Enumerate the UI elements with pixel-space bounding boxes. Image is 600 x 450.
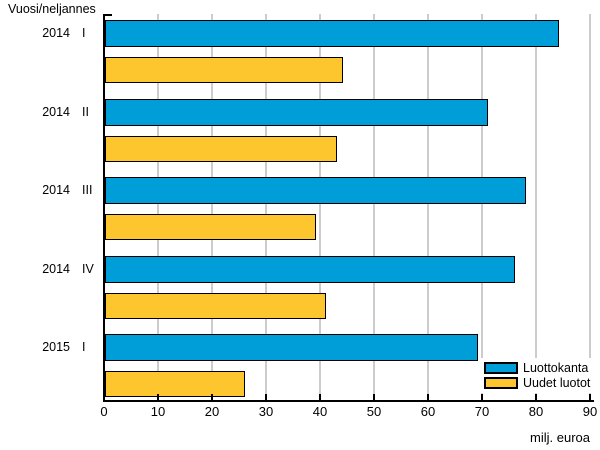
x-tick-label: 40 <box>312 404 328 419</box>
gridline <box>535 14 537 400</box>
gridline <box>211 14 213 400</box>
bar-luottokanta-2014-I <box>105 20 559 47</box>
x-tick <box>589 394 591 400</box>
gridline <box>589 14 591 400</box>
x-tick <box>373 394 375 400</box>
category-quarter-label: II <box>82 104 89 119</box>
x-tick-label: 80 <box>528 404 544 419</box>
x-tick-label: 20 <box>204 404 220 419</box>
legend-label: Luottokanta <box>523 360 589 375</box>
bar-luottokanta-2015-I <box>105 334 478 361</box>
x-tick-label: 90 <box>582 404 598 419</box>
gridline <box>319 14 321 400</box>
x-tick-label: 60 <box>420 404 436 419</box>
legend-swatch-uudet-luotot <box>484 376 518 389</box>
category-year-label: 2014 <box>42 104 70 119</box>
x-tick <box>481 394 483 400</box>
legend-label: Uudet luotot <box>523 375 591 390</box>
bar-uudet-luotot-2014-IV <box>105 292 327 319</box>
category-quarter-label: I <box>82 340 86 354</box>
bar-luottokanta-2014-III <box>105 177 527 204</box>
legend: Luottokanta Uudet luotot <box>480 358 595 393</box>
y-axis-top-tick <box>104 14 112 16</box>
category-quarter-label: IV <box>82 261 94 276</box>
x-tick-label: 10 <box>150 404 166 419</box>
y-axis-line <box>103 14 105 400</box>
category-year-label: 2015 <box>42 340 70 354</box>
bar-uudet-luotot-2014-III <box>105 214 316 240</box>
gridline <box>481 14 483 400</box>
gridline <box>373 14 375 400</box>
x-axis-unit-label: milj. euroa <box>530 430 590 445</box>
bar-uudet-luotot-2014-II <box>105 135 338 162</box>
x-tick <box>535 394 537 400</box>
legend-row: Luottokanta <box>484 360 590 375</box>
category-quarter-label: III <box>82 183 93 197</box>
gridline <box>427 14 429 400</box>
x-tick-label: 30 <box>258 404 274 419</box>
category-year-label: 2014 <box>42 261 70 276</box>
x-tick <box>211 394 213 400</box>
bar-luottokanta-2014-IV <box>105 255 516 283</box>
x-tick <box>319 394 321 400</box>
x-axis-line <box>103 400 594 402</box>
category-quarter-label: I <box>82 26 86 40</box>
x-tick <box>265 394 267 400</box>
x-tick <box>157 394 159 400</box>
plot-area <box>104 14 591 400</box>
gridline <box>265 14 267 400</box>
x-tick-label: 50 <box>366 404 382 419</box>
legend-row: Uudet luotot <box>484 375 590 390</box>
x-tick <box>427 394 429 400</box>
bar-uudet-luotot-2014-I <box>105 57 343 83</box>
bar-luottokanta-2014-II <box>105 98 489 126</box>
gridline <box>157 14 159 400</box>
y-axis-title: Vuosi/neljannes <box>8 2 96 16</box>
category-year-label: 2014 <box>42 183 70 197</box>
bar-uudet-luotot-2015-I <box>105 371 246 397</box>
category-year-label: 2014 <box>42 26 70 40</box>
legend-swatch-luottokanta <box>484 361 518 374</box>
x-tick-label: 70 <box>474 404 490 419</box>
x-tick-label: 0 <box>100 404 108 419</box>
